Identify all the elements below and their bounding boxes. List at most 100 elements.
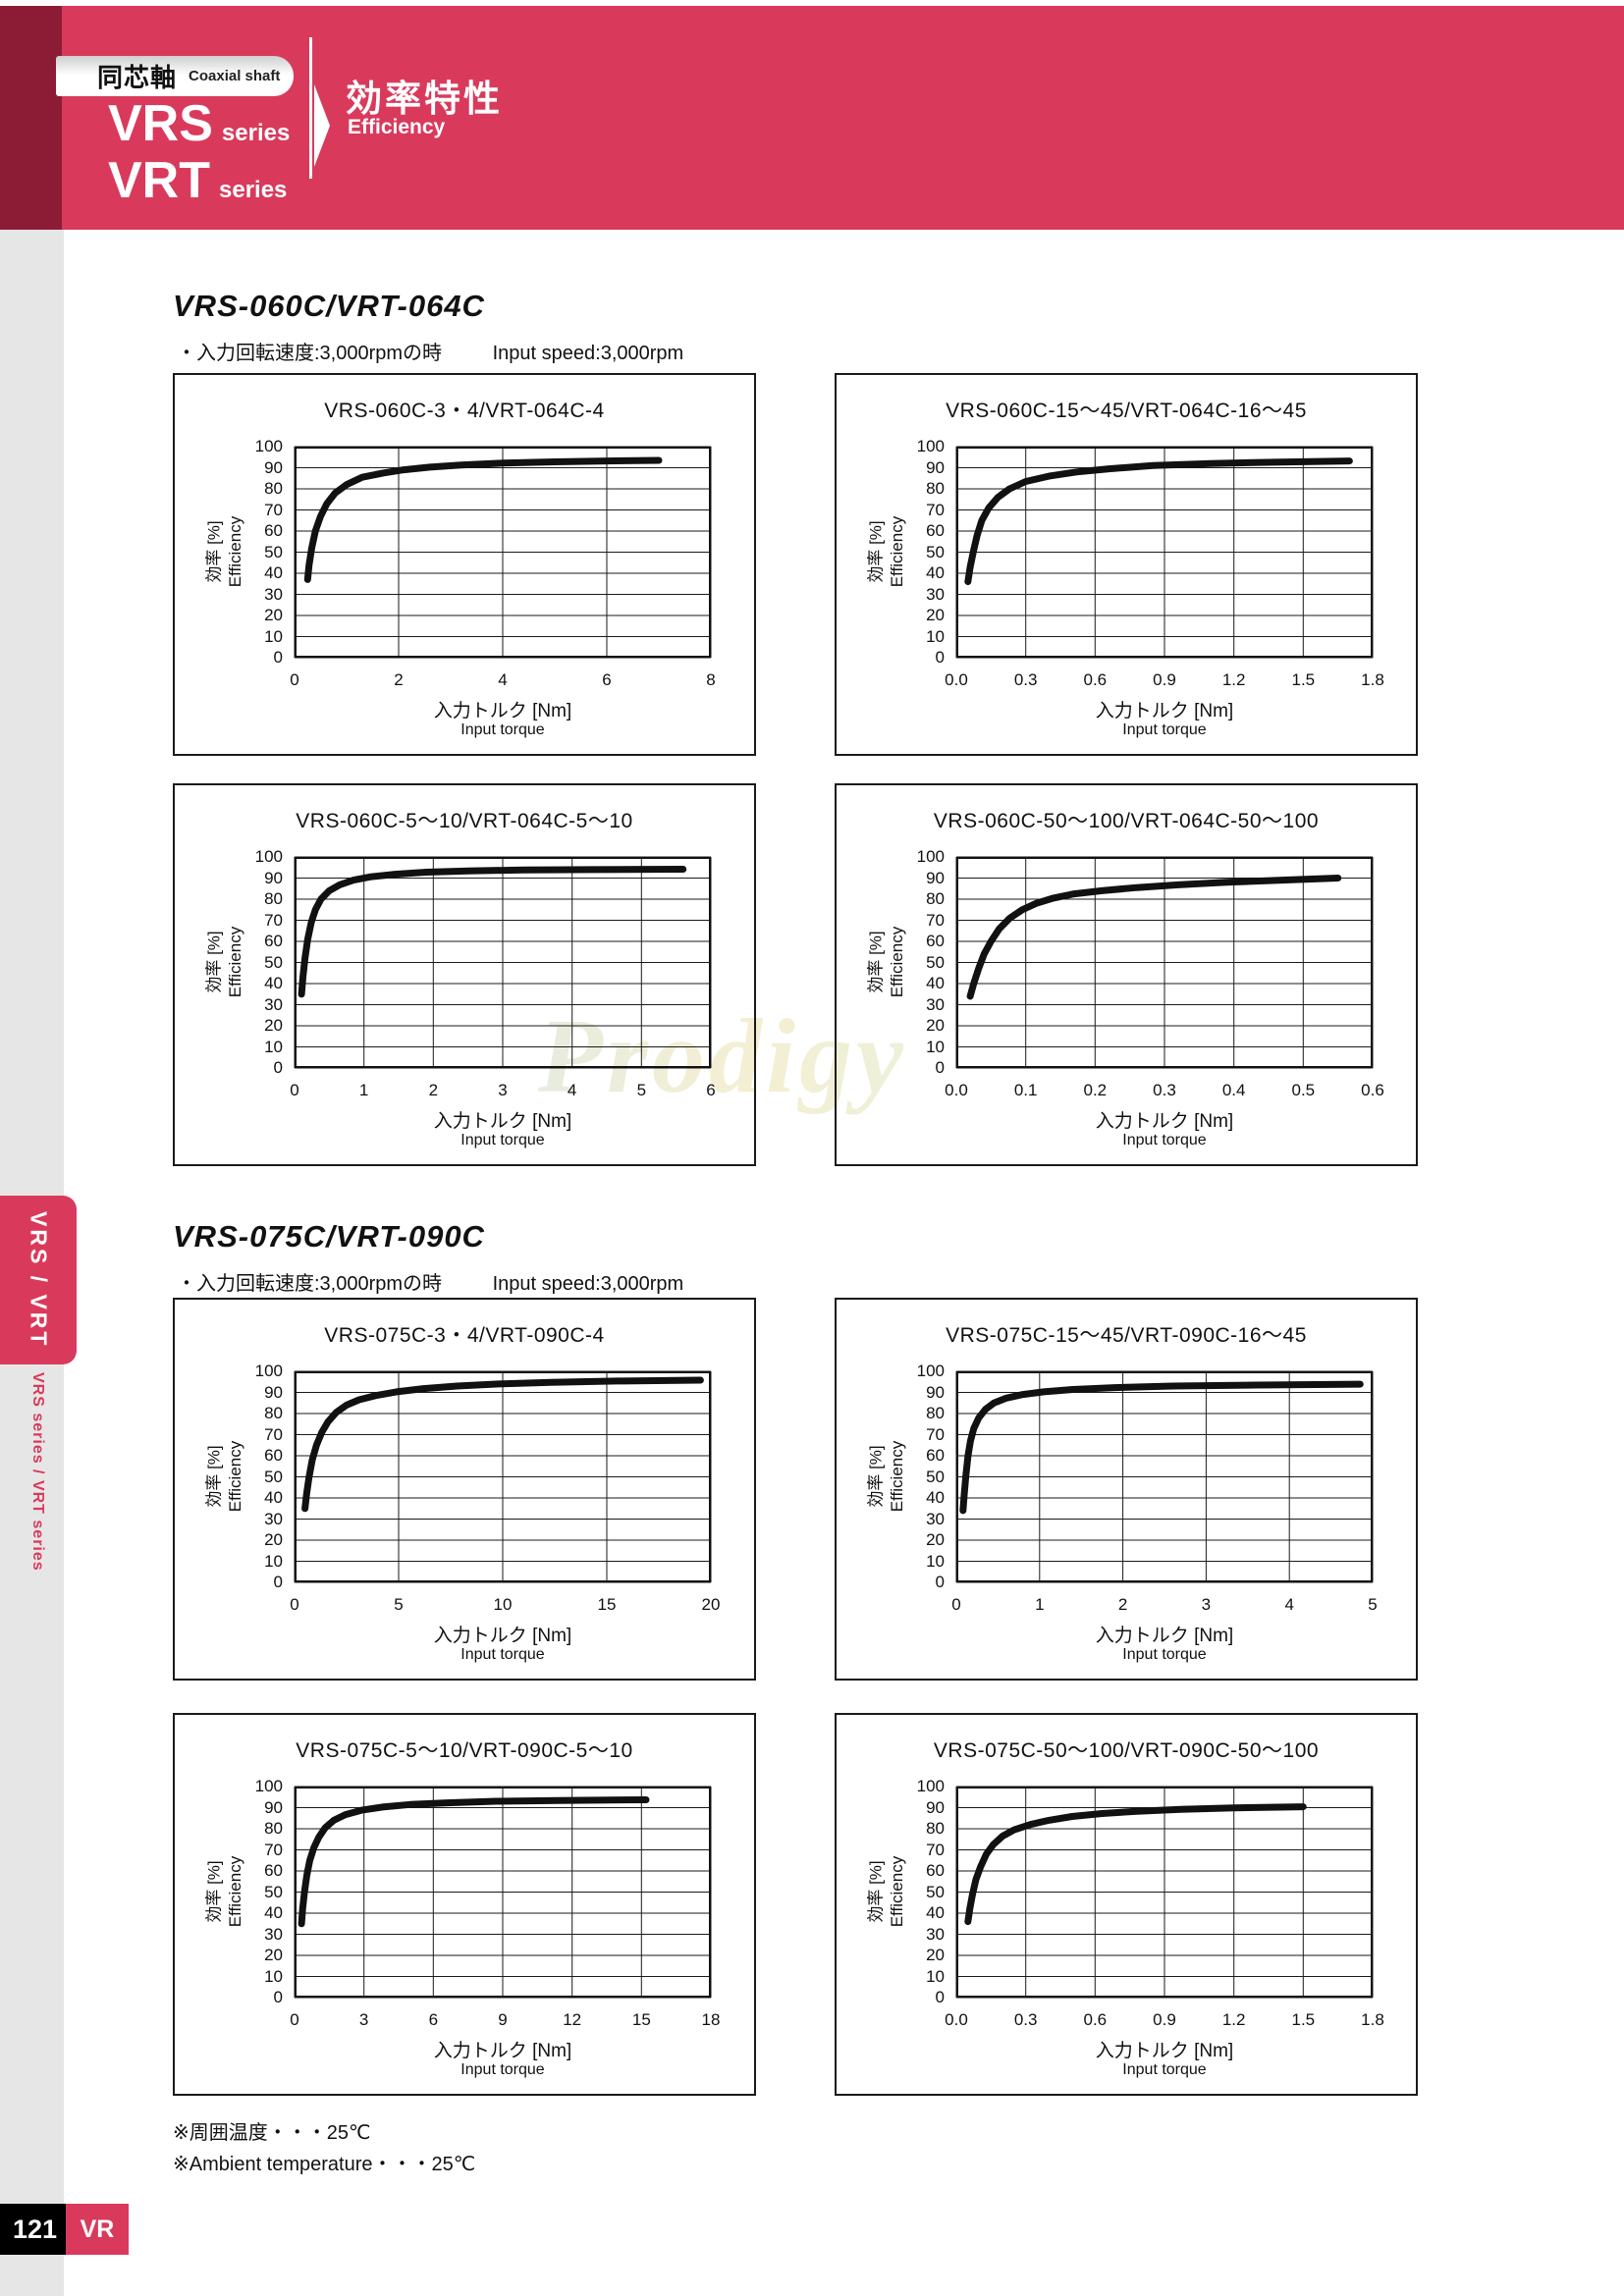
y-tick-label: 60 bbox=[264, 1861, 283, 1880]
y-tick-label: 100 bbox=[916, 1777, 945, 1795]
page-title-en: Efficiency bbox=[348, 116, 446, 138]
y-tick-label: 70 bbox=[264, 1840, 283, 1859]
y-tick-label: 20 bbox=[926, 1530, 945, 1549]
plot-area bbox=[955, 1370, 1374, 1583]
y-tick-label: 40 bbox=[926, 974, 945, 992]
x-tick-label: 1.5 bbox=[1291, 2010, 1316, 2029]
y-tick-label: 60 bbox=[926, 932, 945, 950]
y-tick-label: 20 bbox=[926, 1016, 945, 1035]
chart-title: VRS-075C-50〜100/VRT-090C-50〜100 bbox=[933, 1739, 1320, 1762]
chart-title: VRS-075C-3・4/VRT-090C-4 bbox=[324, 1324, 605, 1347]
chart-card: VRS-060C-5〜10/VRT-064C-5〜10 効率 [%] Effic… bbox=[173, 783, 756, 1166]
footer-tab-vr[interactable]: VR bbox=[66, 2204, 129, 2255]
series-name: VRT bbox=[108, 152, 210, 209]
y-tick-label: 90 bbox=[264, 457, 283, 477]
y-tick-label: 30 bbox=[264, 1509, 283, 1528]
x-axis-label-en: Input torque bbox=[460, 721, 545, 738]
y-tick-label: 70 bbox=[264, 1424, 283, 1444]
section-note: ・入力回転速度:3,000rpmの時 Input speed:3,000rpm bbox=[177, 1267, 683, 1296]
input-speed-note-ja: ・入力回転速度:3,000rpmの時 bbox=[177, 1273, 443, 1295]
y-tick-label: 10 bbox=[264, 1966, 283, 1986]
y-tick-label: 80 bbox=[264, 889, 283, 908]
x-tick-label: 4 bbox=[567, 1081, 577, 1099]
category-label-en: Coaxial shaft bbox=[189, 68, 281, 84]
x-tick-label: 6 bbox=[706, 1081, 716, 1099]
series-title-vrs: VRS series bbox=[108, 98, 290, 149]
x-tick-label: 0.9 bbox=[1153, 670, 1176, 689]
x-tick-label: 0 bbox=[290, 1595, 299, 1614]
efficiency-curve bbox=[298, 1796, 650, 1928]
y-tick-label: 50 bbox=[926, 1882, 945, 1901]
x-tick-label: 0.3 bbox=[1153, 1081, 1176, 1099]
section-heading: VRS-075C/VRT-090C bbox=[173, 1219, 485, 1254]
chart-card: VRS-075C-5〜10/VRT-090C-5〜10 効率 [%] Effic… bbox=[173, 1713, 756, 2096]
x-tick-label: 4 bbox=[1284, 1595, 1294, 1614]
y-tick-label: 10 bbox=[926, 1551, 945, 1571]
y-tick-label: 80 bbox=[264, 1819, 283, 1838]
x-tick-label: 0.1 bbox=[1013, 1081, 1038, 1099]
y-tick-label: 90 bbox=[926, 457, 945, 477]
y-tick-label: 70 bbox=[264, 910, 283, 930]
x-axis-label-ja: 入力トルク [Nm] bbox=[433, 1111, 572, 1132]
x-axis-label-ja: 入力トルク [Nm] bbox=[433, 1626, 572, 1646]
y-axis-label-ja: 効率 [%] bbox=[866, 931, 886, 993]
x-axis-label-en: Input torque bbox=[460, 1132, 545, 1148]
y-tick-label: 80 bbox=[926, 1819, 945, 1838]
x-axis-label-ja: 入力トルク [Nm] bbox=[1095, 1626, 1234, 1646]
x-tick-label: 2 bbox=[394, 670, 404, 689]
arrow-right-icon bbox=[314, 84, 330, 167]
x-tick-label: 1.8 bbox=[1361, 2010, 1384, 2029]
y-axis-label-ja: 効率 [%] bbox=[204, 1445, 224, 1508]
y-tick-label: 30 bbox=[926, 584, 945, 604]
chart-title: VRS-060C-50〜100/VRT-064C-50〜100 bbox=[933, 810, 1320, 832]
y-tick-label: 60 bbox=[264, 1446, 283, 1465]
page-title-ja: 効率特性 bbox=[346, 79, 503, 119]
x-axis-label-en: Input torque bbox=[1122, 1646, 1207, 1663]
y-tick-label: 90 bbox=[264, 1382, 283, 1402]
y-tick-label: 0 bbox=[273, 1058, 283, 1077]
y-tick-label: 0 bbox=[273, 1988, 283, 2006]
x-tick-label: 5 bbox=[1368, 1595, 1378, 1614]
series-name: VRS bbox=[108, 95, 213, 152]
y-tick-label: 100 bbox=[254, 437, 283, 455]
x-tick-label: 0.6 bbox=[1083, 670, 1108, 689]
x-tick-label: 9 bbox=[498, 2010, 508, 2029]
x-tick-label: 6 bbox=[602, 670, 612, 689]
y-tick-label: 20 bbox=[264, 606, 283, 624]
y-tick-label: 30 bbox=[264, 994, 283, 1014]
y-tick-label: 80 bbox=[264, 1404, 283, 1422]
x-tick-label: 2 bbox=[428, 1081, 439, 1099]
x-tick-label: 2 bbox=[1117, 1595, 1128, 1614]
chart-title: VRS-060C-3・4/VRT-064C-4 bbox=[324, 400, 605, 422]
x-tick-label: 15 bbox=[631, 2010, 651, 2029]
chart-title: VRS-075C-5〜10/VRT-090C-5〜10 bbox=[296, 1739, 633, 1762]
y-axis-label-ja: 効率 [%] bbox=[866, 520, 886, 583]
chart-title: VRS-060C-15〜45/VRT-064C-16〜45 bbox=[946, 400, 1307, 422]
efficiency-curve bbox=[959, 1380, 1364, 1515]
section-note: ・入力回転速度:3,000rpmの時 Input speed:3,000rpm bbox=[177, 337, 683, 365]
y-tick-label: 60 bbox=[926, 521, 945, 540]
efficiency-curve bbox=[298, 866, 687, 998]
y-tick-label: 100 bbox=[254, 1777, 283, 1795]
y-tick-label: 60 bbox=[264, 932, 283, 950]
y-tick-label: 40 bbox=[264, 974, 283, 992]
x-tick-label: 0.6 bbox=[1083, 2010, 1108, 2029]
footnote-ambient-temp-en: ※Ambient temperature・・・25℃ bbox=[173, 2154, 476, 2175]
y-tick-label: 90 bbox=[264, 868, 283, 887]
x-axis-label-en: Input torque bbox=[1122, 721, 1207, 738]
y-tick-label: 100 bbox=[254, 1362, 283, 1380]
x-axis-label-en: Input torque bbox=[460, 1646, 545, 1663]
x-tick-label: 0.0 bbox=[945, 2010, 968, 2029]
x-tick-label: 1 bbox=[358, 1081, 369, 1099]
y-tick-label: 20 bbox=[264, 1946, 283, 1964]
efficiency-curve bbox=[964, 1803, 1307, 1926]
y-tick-label: 60 bbox=[926, 1446, 945, 1465]
plot-area bbox=[294, 1786, 712, 1999]
x-tick-label: 1.8 bbox=[1361, 670, 1384, 689]
sidebar-tab-vrs-vrt[interactable]: VRS / VRT bbox=[0, 1196, 77, 1364]
x-axis-label-ja: 入力トルク [Nm] bbox=[1095, 701, 1234, 721]
y-tick-label: 80 bbox=[926, 1404, 945, 1422]
x-tick-label: 6 bbox=[428, 2010, 439, 2029]
y-tick-label: 50 bbox=[926, 1467, 945, 1486]
